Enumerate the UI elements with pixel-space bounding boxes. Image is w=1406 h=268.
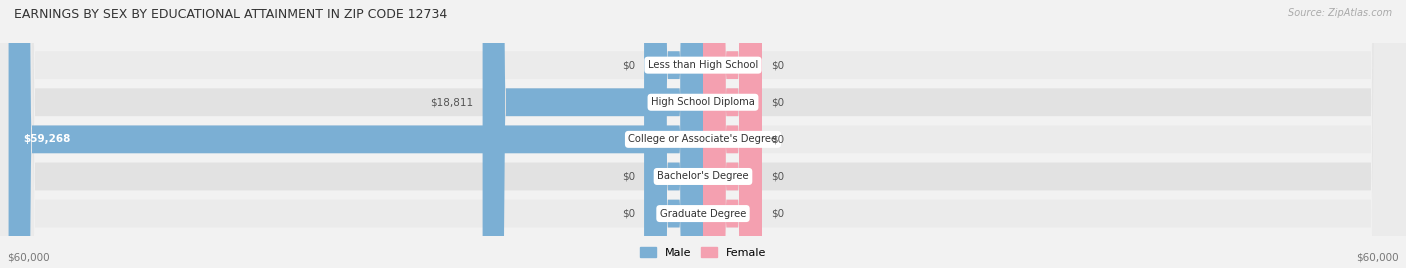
- Text: $18,811: $18,811: [430, 97, 474, 107]
- Text: $0: $0: [770, 134, 785, 144]
- FancyBboxPatch shape: [8, 0, 703, 268]
- Text: $0: $0: [770, 209, 785, 219]
- Text: High School Diploma: High School Diploma: [651, 97, 755, 107]
- FancyBboxPatch shape: [482, 0, 703, 268]
- Text: $59,268: $59,268: [24, 134, 70, 144]
- FancyBboxPatch shape: [644, 0, 703, 268]
- Text: $0: $0: [621, 209, 636, 219]
- Legend: Male, Female: Male, Female: [636, 243, 770, 262]
- FancyBboxPatch shape: [703, 0, 762, 268]
- FancyBboxPatch shape: [703, 0, 762, 268]
- Text: $0: $0: [621, 60, 636, 70]
- FancyBboxPatch shape: [703, 0, 762, 268]
- Text: Graduate Degree: Graduate Degree: [659, 209, 747, 219]
- Text: $60,000: $60,000: [1357, 253, 1399, 263]
- Text: $0: $0: [770, 97, 785, 107]
- FancyBboxPatch shape: [703, 0, 762, 268]
- Text: EARNINGS BY SEX BY EDUCATIONAL ATTAINMENT IN ZIP CODE 12734: EARNINGS BY SEX BY EDUCATIONAL ATTAINMEN…: [14, 8, 447, 21]
- Text: $0: $0: [770, 172, 785, 181]
- Text: Less than High School: Less than High School: [648, 60, 758, 70]
- FancyBboxPatch shape: [644, 0, 703, 268]
- Text: College or Associate's Degree: College or Associate's Degree: [628, 134, 778, 144]
- Text: Bachelor's Degree: Bachelor's Degree: [657, 172, 749, 181]
- Text: $60,000: $60,000: [7, 253, 49, 263]
- Text: Source: ZipAtlas.com: Source: ZipAtlas.com: [1288, 8, 1392, 18]
- FancyBboxPatch shape: [703, 0, 762, 268]
- Text: $0: $0: [621, 172, 636, 181]
- Text: $0: $0: [770, 60, 785, 70]
- FancyBboxPatch shape: [644, 0, 703, 268]
